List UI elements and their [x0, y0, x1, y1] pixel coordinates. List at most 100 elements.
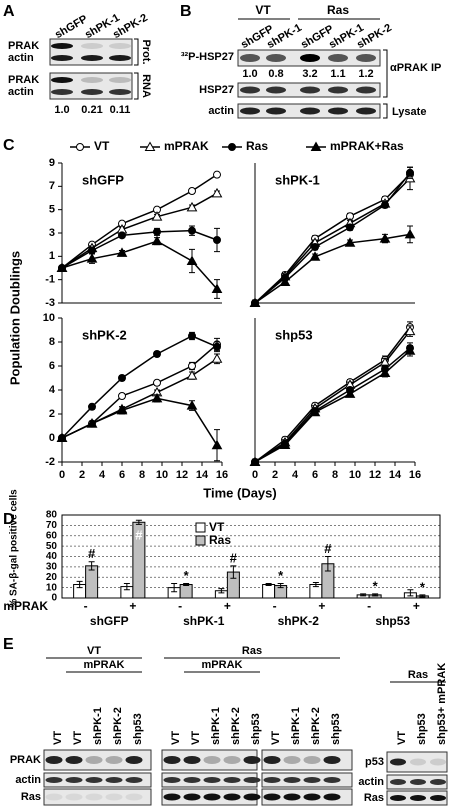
annotation: * [373, 578, 379, 593]
band [81, 77, 103, 83]
marker [151, 235, 163, 246]
y-tick-label: 9 [49, 157, 55, 169]
band [303, 777, 321, 783]
band [105, 793, 123, 801]
band [105, 777, 123, 783]
marker [186, 400, 198, 410]
bar [262, 584, 276, 599]
row-label: PRAK [10, 754, 41, 766]
annotation: * [184, 568, 190, 583]
marker [379, 233, 391, 243]
row-label: p53 [365, 756, 384, 768]
x-tick-label: + [318, 599, 325, 613]
band [163, 777, 181, 783]
x-tick-label: 6 [312, 469, 318, 481]
panel-label: D [3, 511, 15, 528]
marker [188, 226, 196, 235]
marker [404, 345, 416, 355]
y-tick-label: 1 [49, 250, 55, 262]
row-label: Ras [364, 792, 384, 804]
group-label: RNA [140, 74, 152, 98]
band [65, 777, 83, 783]
error-bar [183, 582, 190, 587]
group-label: Ras [327, 3, 349, 17]
marker [56, 262, 68, 272]
row-label: PRAK [8, 74, 39, 86]
band [81, 43, 103, 49]
band [356, 107, 376, 115]
ratio: 1.1 [330, 68, 345, 80]
x-tick-label: - [84, 599, 88, 613]
line [254, 173, 411, 304]
line [61, 229, 218, 269]
band [303, 756, 321, 764]
line [61, 397, 218, 446]
y-tick-label: 0 [51, 593, 57, 604]
error-bar [265, 582, 272, 587]
band [303, 793, 321, 801]
band [390, 795, 406, 801]
category-label: mPRAK [3, 599, 48, 613]
band [266, 107, 286, 115]
band [300, 54, 320, 62]
band [328, 54, 348, 62]
y-tick-label: 8 [49, 336, 55, 348]
band [51, 55, 73, 61]
legend-label: VT [209, 520, 225, 534]
y-tick-label: 40 [46, 551, 58, 562]
line [61, 192, 218, 269]
marker [346, 223, 354, 232]
group-label: VT [87, 645, 101, 657]
x-tick-label: 6 [119, 469, 125, 481]
band [283, 756, 301, 764]
lane-label: shp53 [250, 713, 262, 745]
marker [153, 227, 161, 236]
band [183, 793, 201, 801]
x-tick-label: + [413, 599, 420, 613]
ratio: 0.8 [268, 68, 283, 80]
legend-swatch [195, 535, 206, 546]
marker [188, 362, 196, 370]
band [45, 793, 63, 801]
panel-label: E [3, 636, 14, 653]
band [323, 777, 341, 783]
marker [310, 141, 322, 151]
group-label: shp53 [375, 614, 410, 628]
chart-title: shp53 [275, 327, 313, 342]
x-tick-label: 4 [99, 469, 106, 481]
band [125, 756, 143, 764]
band [328, 107, 348, 115]
x-tick-label: - [178, 599, 182, 613]
x-tick-label: 4 [292, 469, 299, 481]
y-axis-label: Population Doublings [7, 251, 22, 385]
bracket-label: αPRAK IP [390, 62, 441, 74]
band [203, 793, 221, 801]
subgroup-label: mPRAK [202, 659, 243, 671]
lane-label: VT [52, 731, 64, 745]
panel-label: B [180, 3, 192, 20]
band [109, 55, 131, 61]
marker [186, 255, 198, 265]
x-tick-label: 8 [332, 469, 338, 481]
legend-label: Ras [246, 139, 268, 153]
band [356, 86, 376, 94]
band [85, 793, 103, 801]
marker [116, 247, 128, 257]
band [51, 43, 73, 49]
band [323, 756, 341, 764]
row-label: actin [8, 86, 34, 98]
chart-title: shPK-2 [82, 327, 127, 342]
marker [188, 187, 196, 195]
legend-label: VT [94, 139, 110, 153]
blot [49, 38, 133, 66]
panel-label: C [3, 137, 15, 154]
band [51, 89, 73, 95]
error-bar [135, 519, 142, 525]
line [254, 347, 411, 463]
lane-label: shp53 [330, 713, 342, 745]
x-tick-label: 12 [176, 469, 188, 481]
x-tick-label: 2 [79, 469, 85, 481]
marker [153, 378, 161, 387]
y-tick-label: 6 [49, 360, 55, 372]
marker [213, 342, 221, 351]
